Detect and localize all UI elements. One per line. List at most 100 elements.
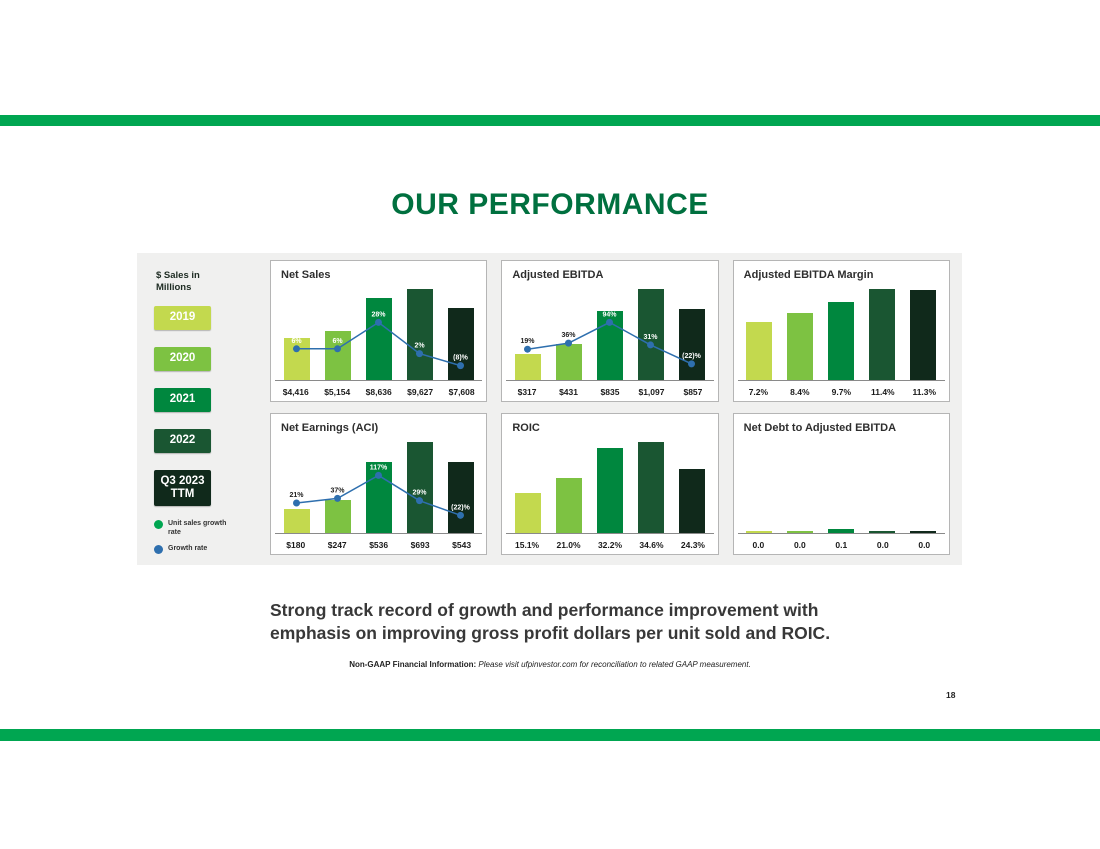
plot-area — [739, 437, 944, 533]
value-label: $5,154 — [324, 387, 351, 397]
bar-adjusted-ebitda-1 — [555, 344, 582, 380]
plot-area: 21% 37% 117% 29% (22)% — [276, 437, 481, 533]
bar-net-debt-to-adjusted-ebitda-2 — [828, 529, 855, 533]
value-label: 15.1% — [515, 540, 540, 550]
value-label: 7.2% — [748, 387, 769, 397]
value-label: 34.6% — [639, 540, 664, 550]
page-title: OUR PERFORMANCE — [391, 188, 709, 221]
value-label: 32.2% — [597, 540, 623, 550]
value-labels-row: $317 $431 $835 $1,097 $857 — [506, 380, 714, 401]
bar-net-earnings-aci-2 — [365, 462, 392, 533]
bar-adjusted-ebitda-2 — [596, 310, 623, 380]
value-label: 9.7% — [831, 387, 852, 397]
value-label: $4,416 — [282, 387, 309, 397]
value-labels-row: $180 $247 $536 $693 $543 — [275, 533, 483, 554]
bar-net-debt-to-adjusted-ebitda-3 — [869, 531, 896, 533]
bar-net-debt-to-adjusted-ebitda-1 — [787, 531, 814, 533]
value-label: 0.0 — [918, 540, 931, 550]
bar-slot — [399, 284, 440, 380]
legend-label: Growth rate — [168, 545, 208, 553]
plot-area: 6% 6% 28% 2% (8)% — [276, 284, 481, 380]
bar-slot — [780, 437, 821, 533]
bar-roic-2 — [596, 448, 623, 533]
value-labels-row: 0.0 0.0 0.1 0.0 0.0 — [737, 533, 945, 554]
bar-roic-0 — [514, 493, 541, 533]
value-label: 11.4% — [870, 387, 895, 397]
value-label: $8,636 — [365, 387, 392, 397]
bar-roic-4 — [679, 468, 706, 533]
bar-adjusted-ebitda-3 — [638, 288, 665, 380]
bar-net-sales-1 — [324, 331, 351, 380]
bar-slot — [631, 284, 672, 380]
value-labels-row: $4,416 $5,154 $8,636 $9,627 $7,608 — [275, 380, 483, 401]
bar-adjusted-ebitda-margin-0 — [746, 322, 773, 380]
value-label: $317 — [517, 387, 537, 397]
bar-slot — [440, 284, 481, 380]
bar-net-debt-to-adjusted-ebitda-4 — [910, 531, 937, 533]
year-badges: 2019 2020 2021 2022 Q3 2023 TTM — [154, 305, 257, 507]
chart-net-earnings-aci: Net Earnings (ACI) 21% 37% 117% 29% (22)% $1… — [270, 413, 488, 555]
bar-slot — [821, 437, 862, 533]
bar-net-earnings-aci-0 — [283, 509, 310, 533]
legend-heading: $ Sales in Millions — [156, 270, 200, 294]
bar-net-sales-4 — [447, 307, 474, 380]
bar-slot — [507, 437, 548, 533]
value-label: $247 — [327, 540, 347, 550]
chart-adjusted-ebitda: Adjusted EBITDA 19% 36% 94% 31% (22)% $317 $4… — [501, 260, 719, 402]
bar-slot — [589, 437, 630, 533]
value-label: $693 — [410, 540, 430, 550]
bar-net-earnings-aci-3 — [406, 441, 433, 533]
growth-rate-dot-icon — [154, 545, 163, 555]
value-labels-row: 7.2% 8.4% 9.7% 11.4% 11.3% — [737, 380, 945, 401]
chart-roic: ROIC 15.1% 21.0% 32.2% 34.6% 24.3% — [501, 413, 719, 555]
year-badge-1: 2020 — [154, 346, 211, 371]
year-badge-4: Q3 2023 TTM — [154, 469, 211, 507]
bar-slot — [780, 284, 821, 380]
bar-slot — [317, 437, 358, 533]
value-label: 24.3% — [680, 540, 705, 550]
year-badge-0: 2019 — [154, 305, 211, 330]
value-label: $543 — [452, 540, 472, 550]
value-label: $835 — [600, 387, 620, 397]
value-label: $7,608 — [448, 387, 475, 397]
bar-slot — [739, 437, 780, 533]
chart-title: Adjusted EBITDA Margin — [743, 269, 874, 281]
bar-net-sales-2 — [365, 298, 392, 380]
bar-adjusted-ebitda-0 — [514, 353, 541, 380]
footnote-text: Please visit ufpinvestor.com for reconci… — [476, 660, 751, 669]
value-labels-row: 15.1% 21.0% 32.2% 34.6% 24.3% — [506, 533, 714, 554]
value-label: $180 — [286, 540, 306, 550]
bar-net-debt-to-adjusted-ebitda-0 — [746, 531, 773, 533]
bar-slot — [440, 437, 481, 533]
bar-slot — [631, 437, 672, 533]
footnote-label: Non-GAAP Financial Information: — [349, 660, 477, 669]
bar-net-sales-0 — [283, 338, 310, 380]
chart-title: Net Earnings (ACI) — [281, 422, 379, 434]
footnote: Non-GAAP Financial Information: Please v… — [0, 660, 1100, 669]
bar-net-sales-3 — [406, 288, 433, 380]
legend-panel: $ Sales in Millions 2019 2020 2021 2022 Q3 2… — [137, 253, 257, 565]
bar-slot — [672, 284, 713, 380]
bar-slot — [507, 284, 548, 380]
value-label: $857 — [683, 387, 703, 397]
value-label: 0.0 — [752, 540, 765, 550]
bar-roic-3 — [638, 441, 665, 533]
bar-slot — [358, 437, 399, 533]
plot-area: 19% 36% 94% 31% (22)% — [507, 284, 712, 380]
bar-slot — [548, 437, 589, 533]
value-label: $536 — [369, 540, 389, 550]
plot-area — [507, 437, 712, 533]
chart-adjusted-ebitda-margin: Adjusted EBITDA Margin 7.2% 8.4% 9.7% 11.4%… — [732, 260, 950, 402]
bar-slot — [672, 437, 713, 533]
page-number: 18 — [946, 690, 956, 700]
bottom-accent-bar — [0, 729, 1100, 741]
chart-title: Net Sales — [281, 269, 331, 281]
bar-slot — [358, 284, 399, 380]
bar-slot — [399, 437, 440, 533]
bar-slot — [862, 437, 903, 533]
bar-slot — [317, 284, 358, 380]
value-label: 21.0% — [556, 540, 581, 550]
legend-item-unit-sales-growth-rate: Unit sales growth rate — [154, 519, 232, 537]
bar-slot — [276, 284, 317, 380]
